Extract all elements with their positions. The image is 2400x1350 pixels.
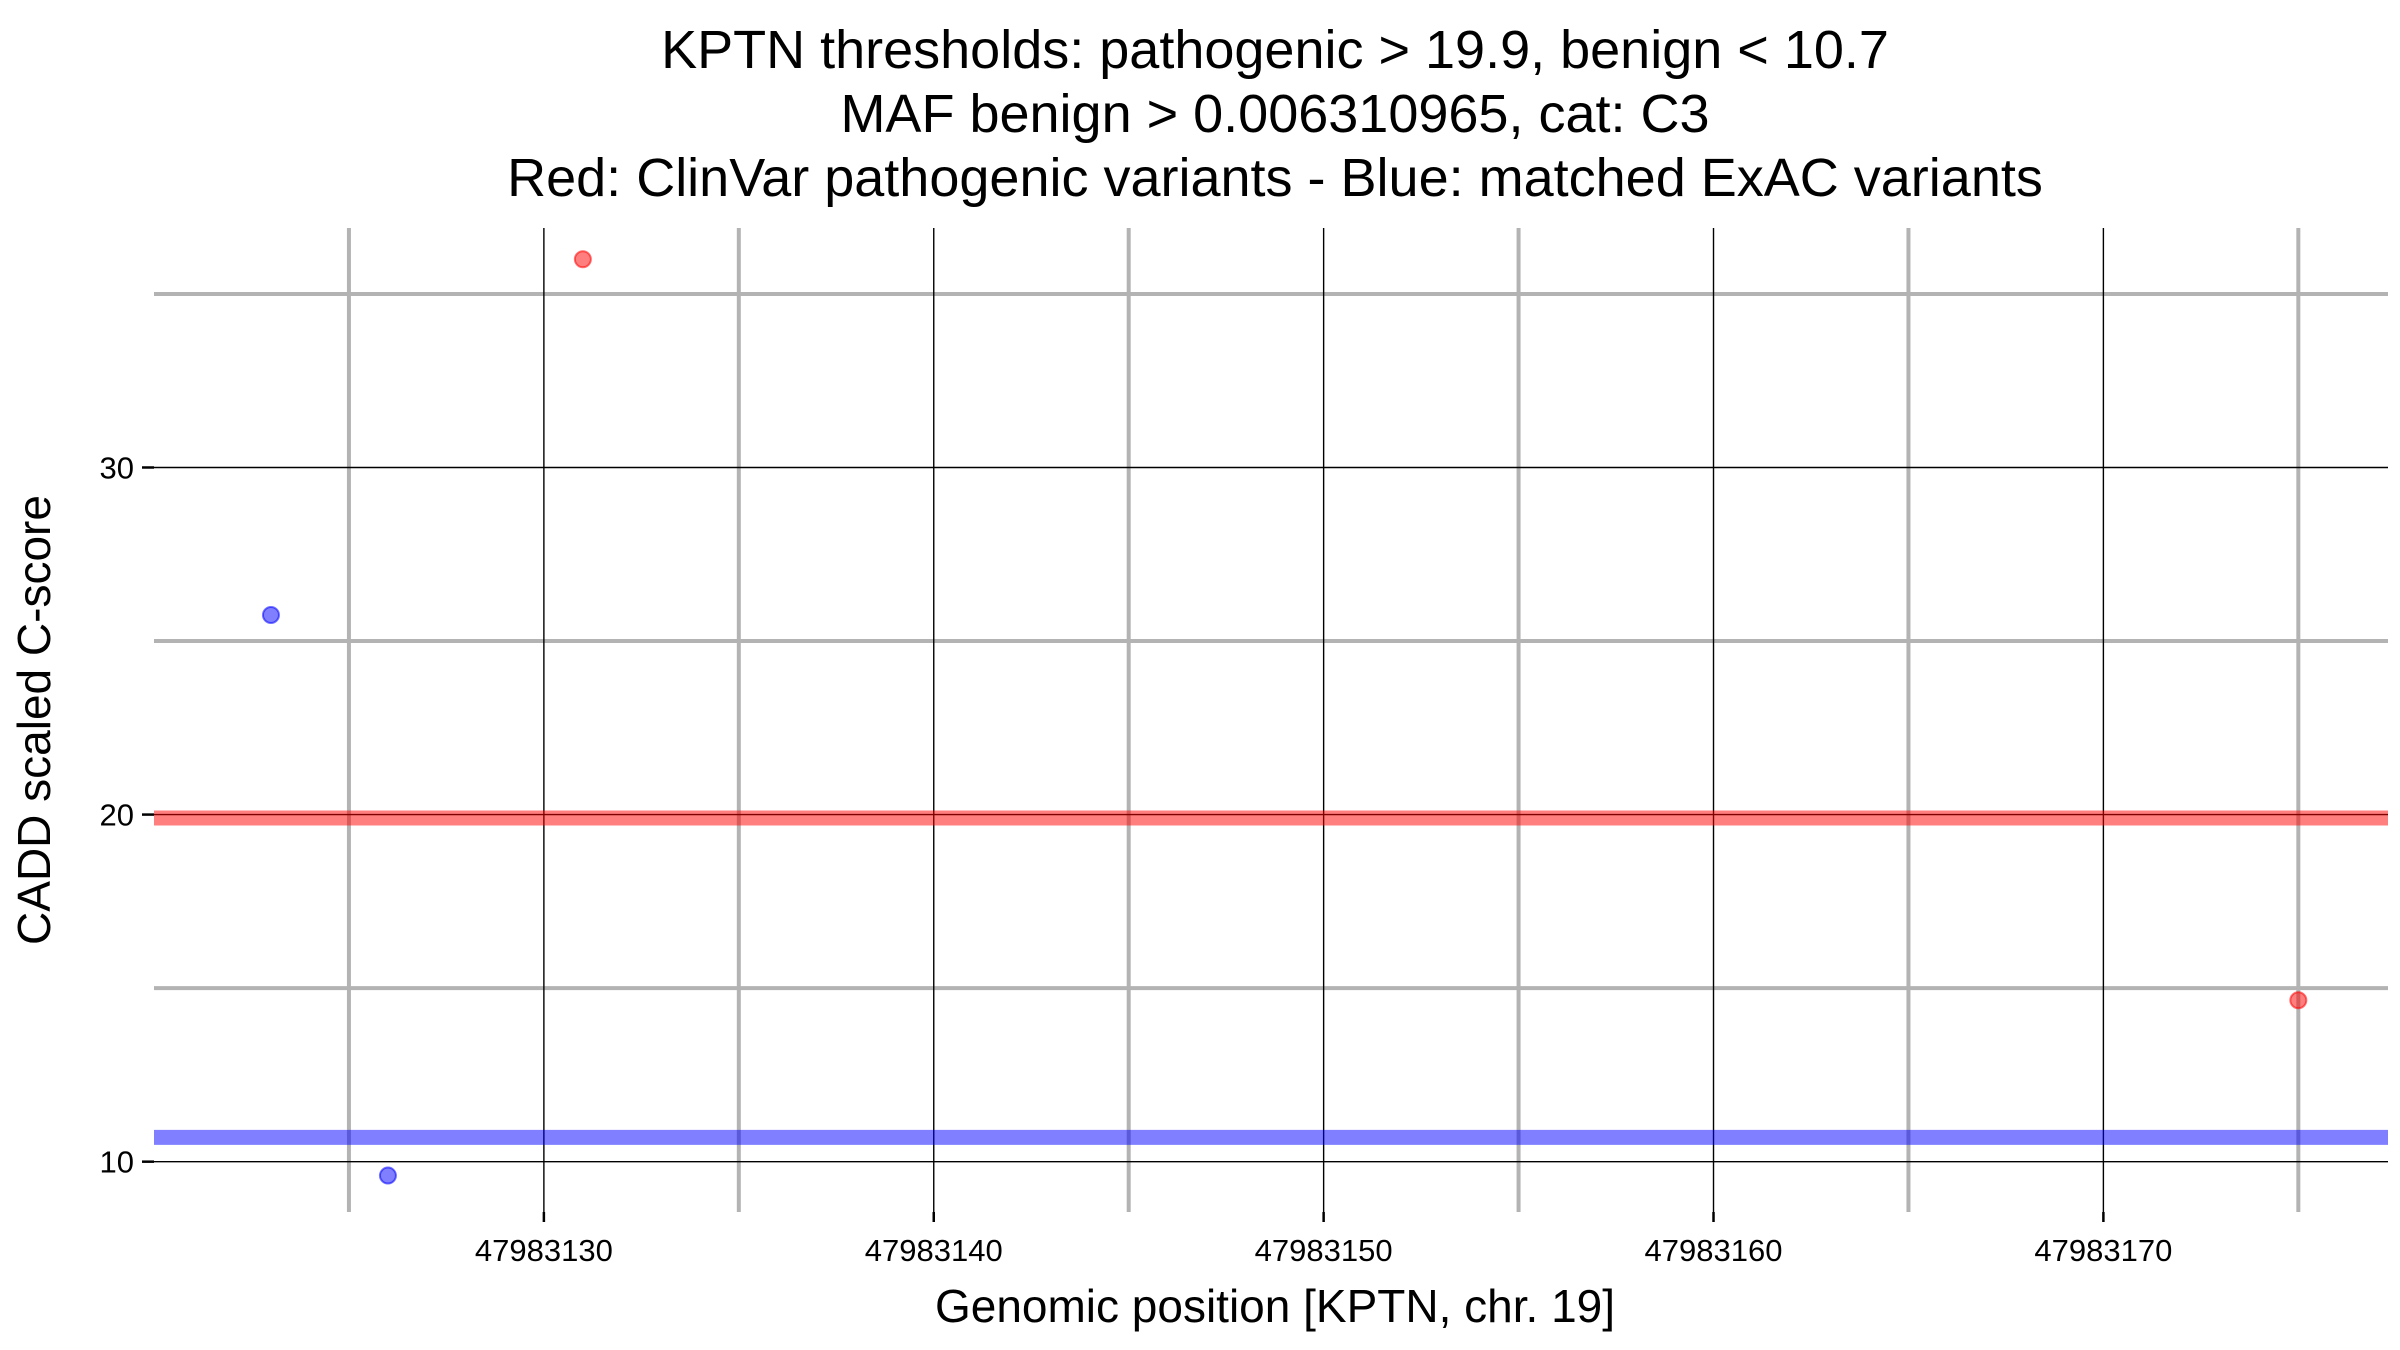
data-point-s1-p0 [261, 606, 280, 625]
x-tick-label: 47983170 [2034, 1233, 2172, 1268]
data-points [261, 250, 2308, 1185]
minor-gridlines [154, 228, 2388, 1212]
data-point-s0-p0 [573, 250, 592, 269]
x-tick-label: 47983160 [1645, 1233, 1783, 1268]
y-axis: 10 20 30 [100, 450, 154, 1180]
x-axis: 47983130 47983140 47983150 47983160 47983170 [475, 1212, 2172, 1268]
x-tick-label: 47983130 [475, 1233, 613, 1268]
y-tick-label: 10 [100, 1145, 134, 1180]
chart-title-line-3: Red: ClinVar pathogenic variants - Blue:… [507, 148, 2043, 208]
x-tick-label: 47983150 [1255, 1233, 1393, 1268]
data-point-s1-p1 [378, 1166, 397, 1185]
chart-title: KPTN thresholds: pathogenic > 19.9, beni… [507, 20, 2043, 208]
x-tick-label: 47983140 [865, 1233, 1003, 1268]
x-axis-title: Genomic position [KPTN, chr. 19] [935, 1280, 1615, 1332]
major-gridlines [154, 228, 2388, 1212]
y-axis-title: CADD scaled C-score [8, 495, 60, 945]
y-tick-label: 30 [100, 450, 134, 485]
chart-title-line-1: KPTN thresholds: pathogenic > 19.9, beni… [661, 20, 1889, 80]
chart-title-line-2: MAF benign > 0.006310965, cat: C3 [840, 84, 1709, 144]
y-tick-label: 20 [100, 798, 134, 833]
threshold-lines [154, 810, 2388, 1145]
data-point-s0-p1 [2289, 991, 2308, 1010]
